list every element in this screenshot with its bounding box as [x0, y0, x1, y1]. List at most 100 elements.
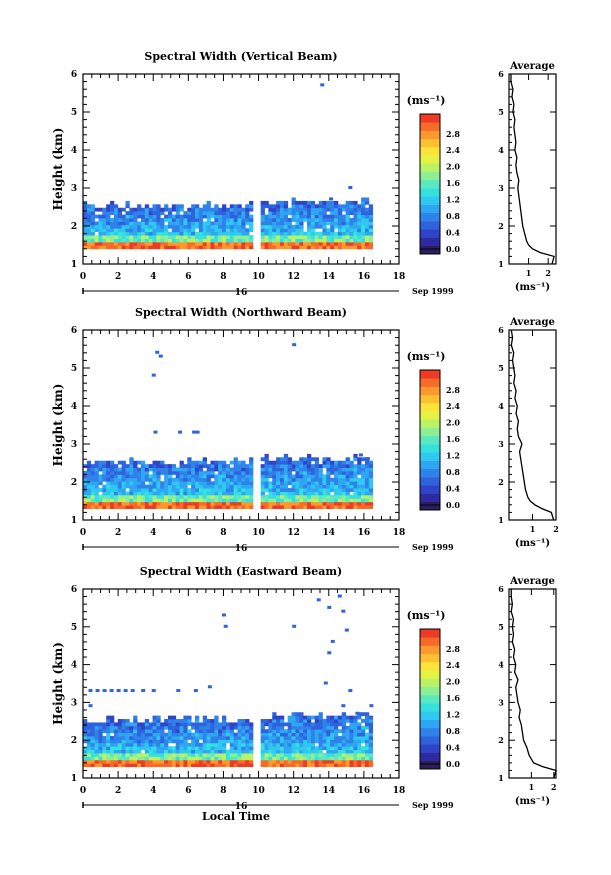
heatmap-cell: [183, 238, 188, 243]
heatmap-cell: [314, 729, 319, 734]
heatmap-cell: [106, 241, 111, 246]
heatmap-cell: [326, 221, 331, 226]
heatmap-cell: [322, 732, 327, 737]
heatmap-cell: [110, 494, 115, 499]
sparse-echo: [141, 689, 146, 693]
heatmap-cell: [113, 491, 119, 496]
heatmap-cell: [214, 725, 219, 730]
heatmap-cell: [318, 505, 323, 509]
heatmap-cell: [179, 228, 184, 233]
heatmap-cell: [110, 484, 115, 489]
heatmap-cell: [310, 736, 316, 740]
heatmap-cell: [98, 474, 103, 479]
heatmap-cell: [117, 470, 123, 475]
heatmap-cell: [283, 467, 289, 472]
heatmap-cell: [160, 218, 165, 222]
heatmap-cell: [175, 749, 180, 754]
heatmap-cell: [167, 477, 173, 482]
heatmap-cell: [129, 228, 134, 233]
heatmap-cell: [279, 238, 285, 243]
heatmap-cell: [368, 501, 374, 506]
heatmap-cell: [307, 245, 312, 250]
heatmap-cell: [206, 719, 211, 723]
heatmap-cell: [279, 732, 285, 737]
heatmap-cell: [307, 457, 312, 462]
heatmap-cell: [113, 742, 119, 747]
heatmap-cell: [198, 211, 204, 215]
x-tick-label: 16: [358, 272, 371, 282]
heatmap-cell: [276, 470, 281, 475]
heatmap-cell: [148, 224, 153, 229]
heatmap-cell: [345, 204, 350, 209]
heatmap-cell: [334, 763, 339, 768]
heatmap-cell: [152, 742, 157, 747]
heatmap-cell: [164, 719, 169, 723]
heatmap-cell: [283, 491, 289, 496]
heatmap-cell: [102, 729, 107, 734]
heatmap-cell: [206, 464, 211, 468]
heatmap-cell: [144, 228, 150, 233]
heatmap-cell: [156, 235, 161, 239]
heatmap-cell: [179, 763, 184, 768]
heatmap-cell: [206, 746, 211, 751]
heatmap-cell: [160, 228, 165, 233]
heatmap-cell: [214, 722, 219, 727]
heatmap-cell: [110, 491, 115, 496]
heatmap-cell: [330, 756, 335, 761]
heatmap-cell: [206, 756, 211, 761]
heatmap-cell: [214, 715, 219, 720]
heatmap-cell: [291, 197, 296, 202]
heatmap-cell: [245, 204, 250, 209]
heatmap-cell: [222, 505, 227, 509]
heatmap-cell: [86, 749, 92, 754]
heatmap-cell: [160, 491, 165, 496]
profile-x-tick-label: 1: [530, 524, 536, 534]
heatmap-cell: [187, 221, 192, 226]
heatmap-cell: [164, 204, 169, 209]
heatmap-cell: [195, 218, 200, 222]
heatmap-cell: [98, 481, 103, 486]
heatmap-cell: [318, 715, 323, 720]
heatmap-cell: [341, 491, 347, 496]
heatmap-cell: [222, 725, 227, 730]
heatmap-cell: [349, 231, 354, 236]
heatmap-cell: [140, 501, 146, 506]
heatmap-cell: [303, 231, 308, 236]
heatmap-cell: [337, 204, 343, 209]
heatmap-cell: [183, 501, 188, 506]
heatmap-cell: [110, 722, 115, 727]
sparse-echo: [341, 704, 346, 708]
heatmap-cell: [260, 742, 265, 747]
x-tick-label: 0: [80, 786, 86, 796]
heatmap-cell: [264, 457, 269, 462]
heatmap-cell: [318, 722, 323, 727]
heatmap-cell: [264, 498, 269, 503]
colorbar-tick-label: 1.2: [446, 195, 460, 205]
heatmap-cell: [90, 207, 95, 212]
heatmap-cell: [272, 224, 277, 229]
heatmap-cell: [167, 221, 173, 226]
heatmap-cell: [295, 224, 300, 229]
heatmap-cell: [90, 204, 95, 209]
heatmap-cell: [125, 498, 130, 503]
sparse-echo: [348, 689, 353, 693]
heatmap-cell: [98, 214, 103, 219]
heatmap-cell: [310, 746, 316, 751]
heatmap-cell: [83, 756, 88, 761]
heatmap-cell: [218, 756, 223, 761]
heatmap-cell: [341, 712, 347, 717]
sparse-echo: [221, 613, 226, 617]
y-tick-label: 3: [71, 698, 77, 708]
heatmap-cell: [191, 501, 196, 506]
heatmap-cell: [307, 484, 312, 489]
heatmap-cell: [210, 238, 215, 243]
heatmap-cell: [357, 231, 362, 236]
heatmap-cell: [357, 763, 362, 768]
heatmap-cell: [291, 742, 296, 747]
profile-x-tick-label: 1: [526, 268, 532, 278]
heatmap-cell: [160, 501, 165, 506]
heatmap-cell: [202, 732, 207, 737]
heatmap-cell: [222, 749, 227, 754]
heatmap-cell: [229, 739, 235, 744]
heatmap-cell: [86, 498, 92, 503]
